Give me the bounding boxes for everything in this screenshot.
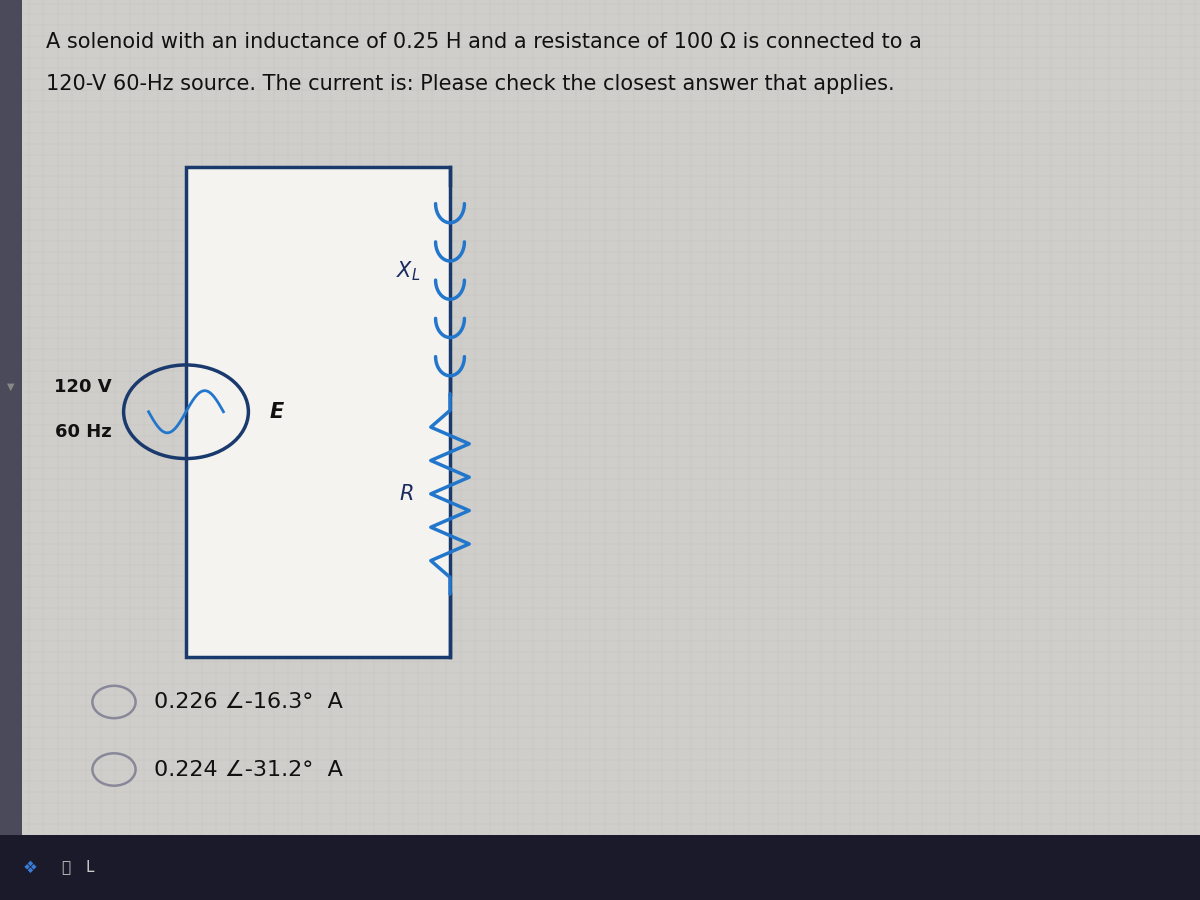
Text: 60 Hz: 60 Hz bbox=[55, 423, 112, 441]
Text: 120 V: 120 V bbox=[54, 378, 112, 396]
Text: 0.226 ∠-16.3°  A: 0.226 ∠-16.3° A bbox=[154, 692, 342, 712]
Text: $X_L$: $X_L$ bbox=[396, 259, 420, 283]
Text: ▼: ▼ bbox=[7, 382, 14, 392]
Text: 120-V 60-Hz source. The current is: Please check the closest answer that applies: 120-V 60-Hz source. The current is: Plea… bbox=[46, 74, 894, 94]
Bar bbox=[0, 835, 1200, 900]
Bar bbox=[0, 0, 22, 900]
Text: ⌕: ⌕ bbox=[61, 860, 71, 875]
Text: E: E bbox=[270, 401, 284, 422]
Bar bbox=[186, 166, 450, 657]
Text: $R$: $R$ bbox=[400, 484, 414, 504]
Text: 0.224 ∠-31.2°  A: 0.224 ∠-31.2° A bbox=[154, 760, 342, 779]
Text: L: L bbox=[85, 860, 95, 875]
Text: ❖: ❖ bbox=[23, 859, 37, 877]
Text: A solenoid with an inductance of 0.25 H and a resistance of 100 Ω is connected t: A solenoid with an inductance of 0.25 H … bbox=[46, 32, 922, 51]
